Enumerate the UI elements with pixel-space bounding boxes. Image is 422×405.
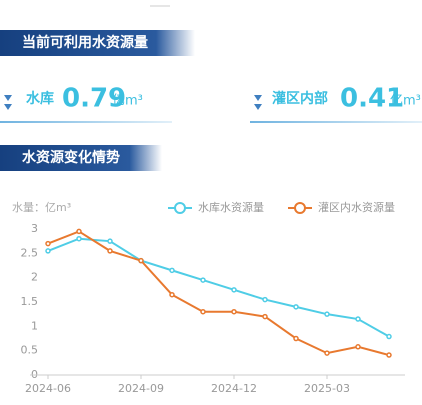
section-bar — [0, 30, 195, 56]
icon — [254, 95, 262, 110]
point — [231, 287, 237, 293]
chart: 00.511.522.532024-062024-092024-122025-0… — [21, 200, 405, 395]
y-tick-label: 2 — [31, 271, 38, 284]
stat-value: 0.41 — [340, 84, 404, 114]
point — [262, 296, 268, 303]
legend-marker — [174, 202, 186, 214]
section-bar — [0, 145, 162, 171]
point — [386, 333, 392, 340]
point — [293, 304, 299, 310]
underline — [0, 121, 172, 123]
section-title: 水资源变化情势 — [22, 149, 120, 166]
point — [45, 240, 51, 247]
y-tick-label: 3 — [31, 222, 38, 235]
series-line — [47, 230, 390, 357]
point — [200, 308, 206, 315]
y-tick-label: 2.5 — [21, 246, 39, 259]
point — [169, 291, 175, 298]
stat-unit: 亿m³ — [112, 94, 143, 109]
point — [231, 308, 237, 315]
point — [262, 313, 268, 320]
icon — [4, 95, 12, 110]
y-tick-label: 0.5 — [21, 344, 39, 357]
point — [324, 350, 330, 356]
point — [107, 248, 113, 254]
underline — [250, 121, 422, 123]
stat-label: 水库 — [26, 90, 54, 107]
point — [386, 352, 392, 358]
y-axis-label: 水量：亿m³ — [12, 201, 71, 214]
x-tick-label: 2025-03 — [304, 382, 350, 395]
x-tick-label: 2024-09 — [118, 382, 164, 395]
y-tick-label: 1 — [31, 319, 38, 332]
point — [293, 335, 299, 342]
x-tick-label: 2024-06 — [25, 382, 71, 395]
y-tick-label: 1.5 — [21, 295, 39, 308]
stat-unit: 亿m³ — [390, 94, 421, 109]
x-tick-label: 2024-12 — [211, 382, 257, 395]
point — [107, 238, 113, 244]
point — [45, 248, 51, 254]
point — [324, 311, 330, 317]
point — [355, 316, 361, 322]
stat-value: 0.79 — [62, 84, 126, 114]
stat-label: 灌区内部 — [272, 90, 328, 107]
legend-marker — [294, 202, 306, 214]
point — [138, 257, 144, 264]
point — [355, 344, 361, 350]
section-title: 当前可利用水资源量 — [22, 34, 148, 51]
point — [76, 228, 82, 235]
legend-label: 水库水资源量 — [198, 200, 264, 214]
point — [169, 267, 175, 274]
series-line — [47, 237, 390, 338]
point — [76, 235, 82, 242]
legend-label: 灌区内水资源量 — [318, 200, 395, 214]
point — [200, 277, 206, 283]
